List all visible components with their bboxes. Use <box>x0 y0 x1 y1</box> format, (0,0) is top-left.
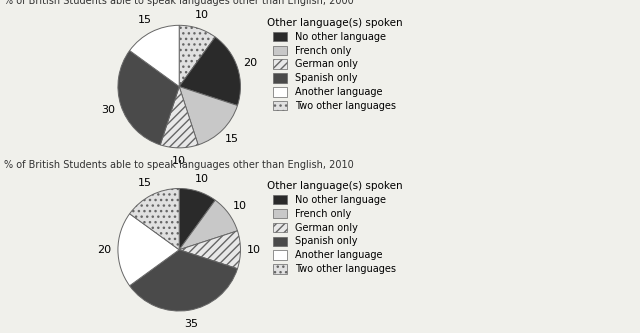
Text: 10: 10 <box>247 245 261 255</box>
Legend: No other language, French only, German only, Spanish only, Another language, Two: No other language, French only, German o… <box>264 15 405 114</box>
Text: 10: 10 <box>195 10 209 21</box>
Text: 30: 30 <box>101 105 115 115</box>
Wedge shape <box>179 87 237 145</box>
Title: % of British Students able to speak languages other than English, 2000: % of British Students able to speak lang… <box>4 0 354 6</box>
Wedge shape <box>130 188 179 250</box>
Wedge shape <box>179 25 215 87</box>
Wedge shape <box>118 51 179 145</box>
Text: 15: 15 <box>138 178 152 188</box>
Text: 10: 10 <box>195 173 209 184</box>
Wedge shape <box>179 188 215 250</box>
Wedge shape <box>179 231 241 269</box>
Wedge shape <box>160 87 198 148</box>
Title: % of British Students able to speak languages other than English, 2010: % of British Students able to speak lang… <box>4 160 354 169</box>
Text: 20: 20 <box>243 59 257 69</box>
Wedge shape <box>118 214 179 286</box>
Wedge shape <box>179 37 241 106</box>
Wedge shape <box>179 200 237 250</box>
Wedge shape <box>130 250 237 311</box>
Text: 10: 10 <box>233 201 246 211</box>
Text: 20: 20 <box>97 245 111 255</box>
Text: 10: 10 <box>172 156 186 166</box>
Text: 15: 15 <box>138 15 152 25</box>
Text: 15: 15 <box>225 135 239 145</box>
Legend: No other language, French only, German only, Spanish only, Another language, Two: No other language, French only, German o… <box>264 178 405 277</box>
Text: 35: 35 <box>184 319 198 329</box>
Wedge shape <box>130 25 179 87</box>
